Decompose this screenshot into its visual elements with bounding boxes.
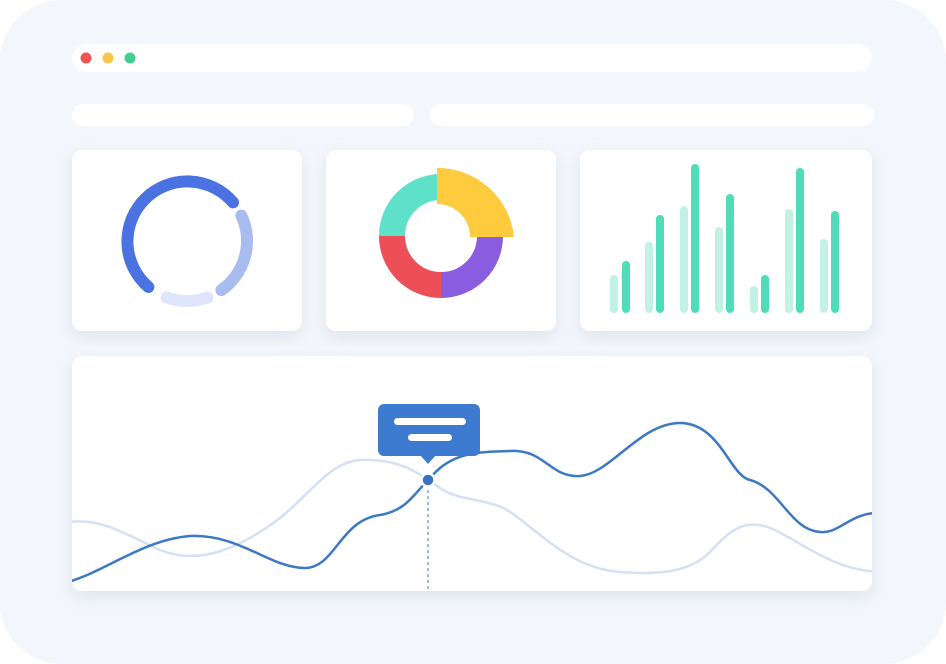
window-dot <box>124 52 136 64</box>
tooltip <box>378 404 480 464</box>
donut-chart <box>379 167 514 298</box>
window-dot <box>102 52 114 64</box>
ring-arc <box>215 209 254 297</box>
ring-arc <box>160 291 214 307</box>
ring-chart <box>121 175 254 307</box>
donut-slice <box>379 235 442 298</box>
bar-chart <box>610 164 839 313</box>
line-series <box>72 458 872 575</box>
tooltip-box <box>378 404 480 456</box>
donut-slice <box>437 167 514 237</box>
donut-slice <box>379 174 442 237</box>
tooltip-line <box>394 418 466 425</box>
line-card <box>72 356 872 591</box>
line-series <box>72 421 872 586</box>
window-bar <box>72 44 872 72</box>
card <box>72 150 302 331</box>
tooltip-line <box>408 434 452 441</box>
donut-slice <box>440 235 503 298</box>
window-dot <box>80 52 92 64</box>
placeholder-bar <box>430 104 874 126</box>
line-chart <box>72 421 872 586</box>
hover-point <box>420 472 436 488</box>
tooltip-pointer <box>420 455 436 464</box>
ring-arc <box>121 175 239 293</box>
placeholder-bar <box>72 104 414 126</box>
card <box>326 150 556 331</box>
